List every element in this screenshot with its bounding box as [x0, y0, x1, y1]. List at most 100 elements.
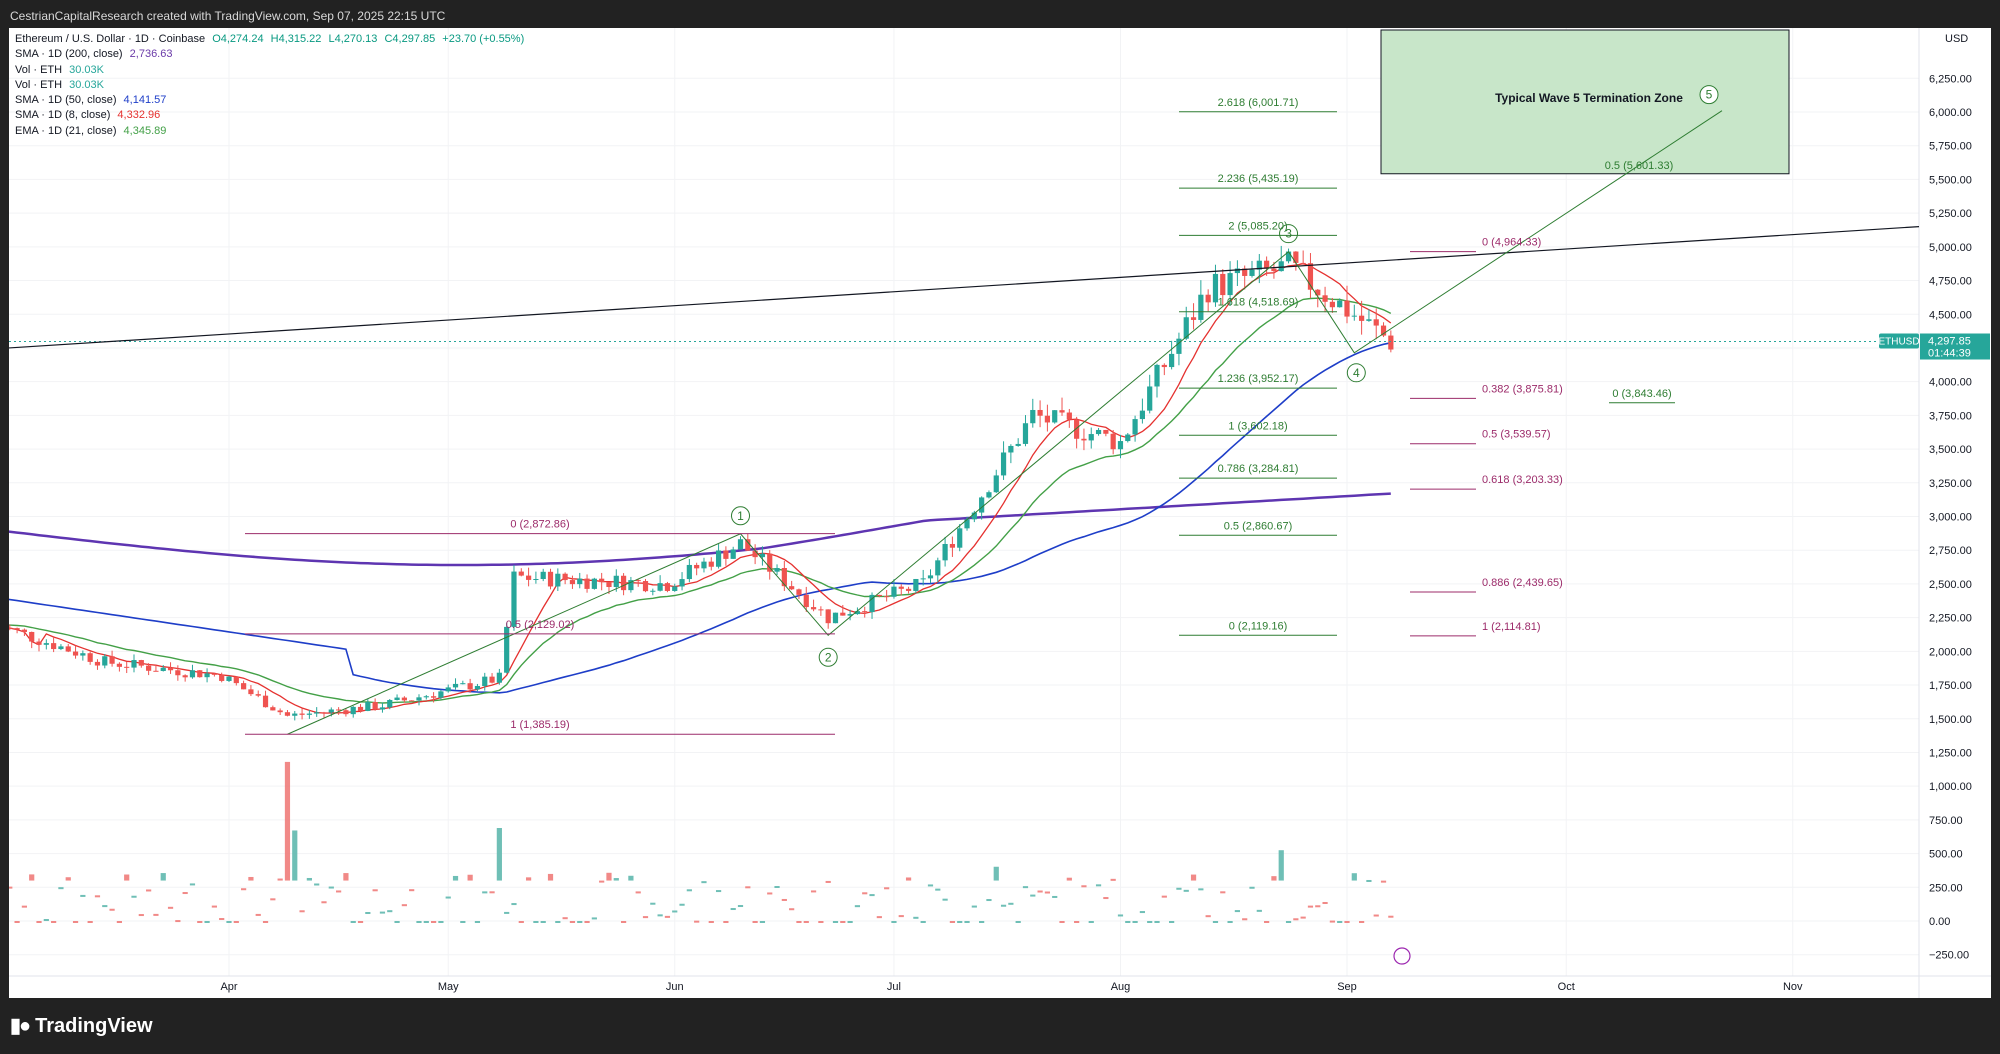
- legend-row-sma200[interactable]: SMA · 1D (200, close) 2,736.63: [15, 47, 524, 62]
- volume-bar: [1307, 905, 1314, 908]
- volume-bar: [1205, 915, 1211, 918]
- volume-bar: [36, 921, 42, 923]
- volume-bar: [1066, 877, 1072, 881]
- volume-bar: [745, 886, 751, 889]
- candle-body: [36, 641, 42, 645]
- candle-body: [767, 553, 773, 572]
- top-bar: CestrianCapitalResearch created with Tra…: [0, 0, 2000, 28]
- x-tick-label: Nov: [1783, 981, 1803, 993]
- legend-row-vol-1[interactable]: Vol · ETH 30.03K: [15, 63, 524, 78]
- volume-bar: [979, 921, 985, 923]
- legend-row-ema21[interactable]: EMA · 1D (21, close) 4,345.89: [15, 124, 524, 139]
- candle-body: [299, 713, 305, 715]
- candle-body: [14, 628, 20, 630]
- sma50-line: [9, 342, 1391, 694]
- chart-canvas[interactable]: Apr May Jun Jul Aug Sep Oct Nov USD 6,250.00 6,000…: [9, 28, 1991, 998]
- candle-body: [905, 588, 912, 591]
- volume-bar: [796, 921, 802, 923]
- candle-body: [1103, 429, 1109, 434]
- candle-body: [1293, 251, 1299, 263]
- price-tag-bg: [1920, 333, 1990, 360]
- volume-bar: [423, 921, 429, 923]
- candle-body: [1242, 268, 1248, 276]
- y-tick-label: 750.00: [1929, 815, 1963, 827]
- fib-label-right: 1 (2,114.81): [1482, 621, 1541, 633]
- volume-bar: [767, 892, 773, 895]
- candle-body: [1249, 269, 1255, 276]
- candle-body: [533, 578, 539, 580]
- candle-body: [591, 578, 597, 589]
- candle-body: [840, 612, 846, 616]
- candle-body: [321, 712, 327, 714]
- candle-body: [1052, 410, 1058, 423]
- elliott-wave-path: [287, 110, 1723, 735]
- volume-bar: [146, 889, 152, 892]
- ohlc-open: O4,274.24: [212, 33, 264, 45]
- y-tick-label: 2,500.00: [1929, 579, 1972, 591]
- candle-body: [1015, 443, 1021, 446]
- volume-bar: [599, 880, 605, 883]
- volume-bar: [525, 877, 532, 881]
- candle-body: [175, 670, 181, 676]
- candle-body: [803, 594, 809, 608]
- wave-marker: [1699, 85, 1719, 105]
- y-tick-label: 3,000.00: [1929, 512, 1972, 524]
- chart-frame[interactable]: Apr May Jun Jul Aug Sep Oct Nov USD 6,250.00 6,000…: [9, 28, 1991, 998]
- volume-bar: [591, 917, 597, 920]
- wave-marker: [731, 506, 751, 526]
- candle-body: [1198, 294, 1204, 320]
- candle-body: [248, 689, 254, 695]
- volume-bar: [482, 891, 488, 894]
- volume-bar: [306, 877, 312, 881]
- indicator-value: 4,345.89: [123, 124, 167, 137]
- volume-bar: [664, 915, 671, 918]
- volume-bar: [686, 889, 692, 892]
- legend-row-sma8[interactable]: SMA · 1D (8, close) 4,332.96: [15, 108, 524, 123]
- symbol-tag-bg: [1879, 333, 1919, 349]
- legend-row-sma50[interactable]: SMA · 1D (50, close) 4,141.57: [15, 93, 524, 108]
- candle-body: [876, 594, 882, 597]
- ohlc-high: H4,315.22: [270, 33, 322, 45]
- symbol-title: Ethereum / U.S. Dollar · 1D · Coinbase: [15, 33, 206, 45]
- volume-bar: [262, 921, 269, 923]
- candle-body: [1183, 317, 1189, 339]
- volume-bar: [518, 921, 524, 923]
- tradingview-logo[interactable]: ▮● TradingView: [10, 1015, 153, 1037]
- candle-body: [328, 709, 334, 713]
- candle-body: [723, 550, 729, 559]
- candle-body: [1169, 353, 1175, 368]
- candle-body: [686, 564, 692, 580]
- candle-body: [1190, 317, 1197, 320]
- candle-body: [1300, 262, 1306, 264]
- candle-body: [438, 691, 444, 698]
- wave5-termination-zone: [1380, 29, 1790, 175]
- volume-bar: [774, 886, 780, 889]
- volume-bar: [825, 880, 831, 883]
- y-tick-label: 1,250.00: [1929, 747, 1972, 759]
- volume-bar: [153, 913, 159, 916]
- candle-body: [642, 581, 649, 592]
- volume-bar: [241, 888, 247, 891]
- volume-bar: [1227, 921, 1233, 923]
- candle-body: [935, 560, 941, 576]
- fib-label-mid: 0.786 (3,284.81): [1218, 463, 1299, 475]
- volume-bar: [533, 921, 539, 923]
- volume-bar: [613, 878, 619, 881]
- volume-bar: [1044, 891, 1051, 894]
- candle-body: [80, 653, 86, 656]
- candle-body: [1037, 409, 1043, 416]
- candle-body: [292, 713, 298, 716]
- candle-body: [1205, 294, 1211, 303]
- volume-bar: [299, 910, 305, 913]
- indicator-label: SMA · 1D (8, close): [15, 109, 111, 122]
- candle-body: [511, 571, 517, 627]
- ohlc-close: C4,297.85: [384, 33, 436, 45]
- candle-body: [9, 627, 13, 629]
- candle-body: [525, 575, 532, 580]
- volume-bar: [679, 903, 685, 906]
- legend-row-vol-2[interactable]: Vol · ETH 30.03K: [15, 78, 524, 93]
- candle-body: [620, 575, 627, 591]
- candle-body: [284, 712, 291, 716]
- candle-body: [555, 573, 561, 587]
- volume-bar: [336, 890, 342, 893]
